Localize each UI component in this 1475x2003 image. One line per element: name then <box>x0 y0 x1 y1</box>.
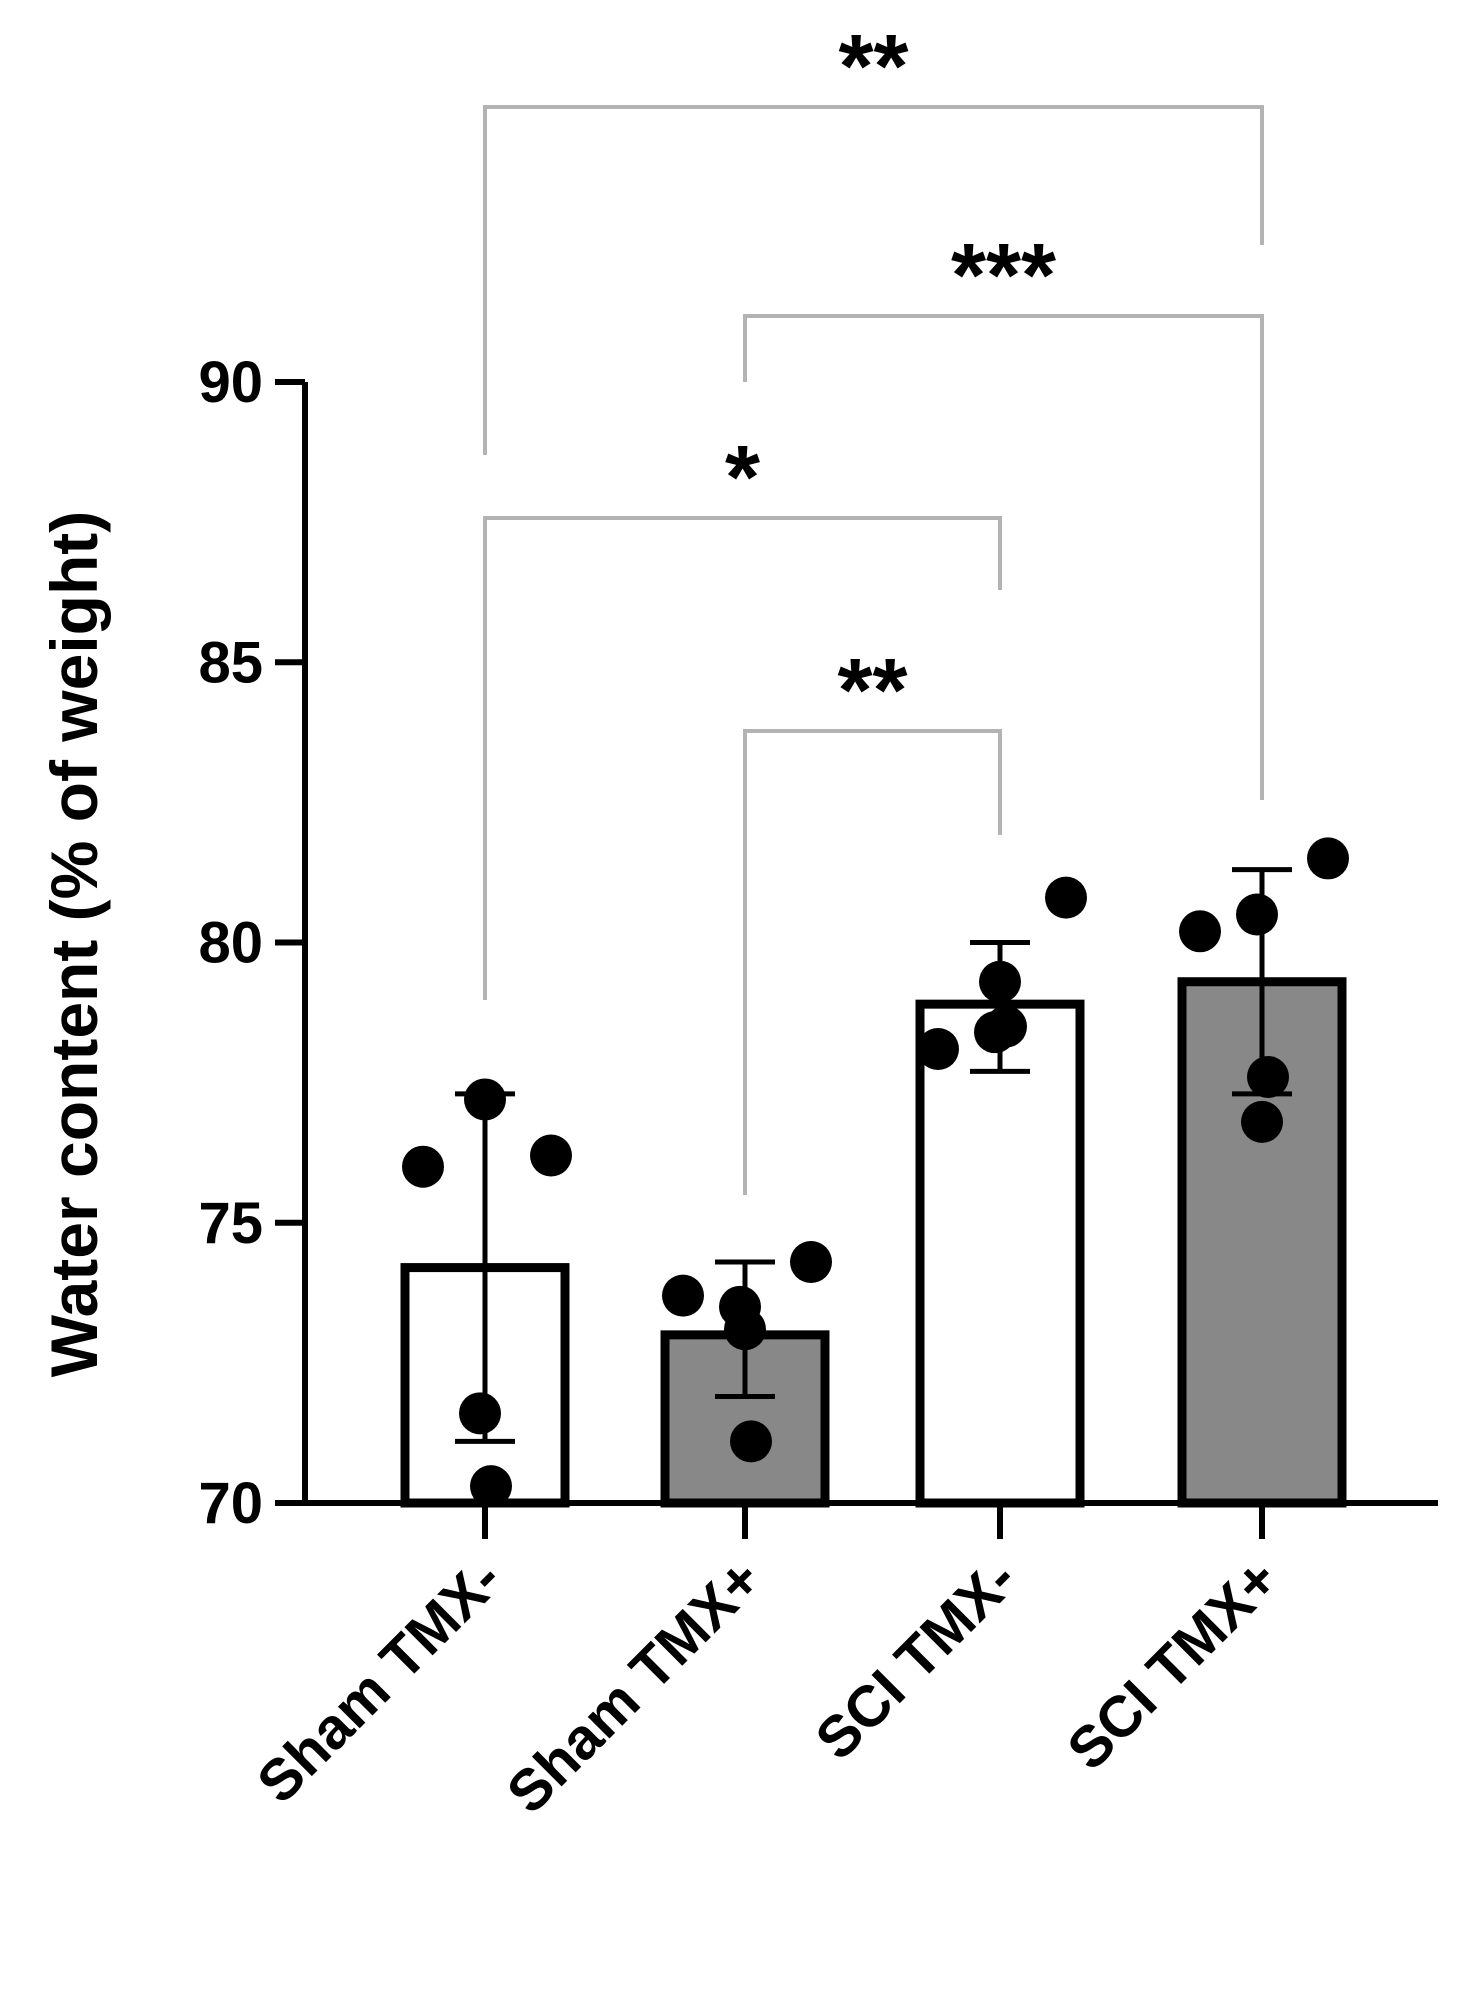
bar-2 <box>915 999 1085 1508</box>
data-point-1-3 <box>719 1285 761 1328</box>
x-tick-label-2: SCI TMX- <box>803 1546 1029 1772</box>
y-tick-label-1: 75 <box>198 1191 263 1256</box>
data-point-1-0 <box>662 1274 704 1317</box>
significance-brackets: ******** <box>483 17 1264 1195</box>
data-point-1-2 <box>790 1240 832 1283</box>
significance-bracket-0 <box>483 105 1264 455</box>
significance-label-1: *** <box>951 226 1056 326</box>
x-tick-label-0: Sham TMX- <box>245 1546 514 1815</box>
data-point-2-1 <box>979 960 1021 1003</box>
y-tick-label-4: 90 <box>198 350 263 415</box>
error-bars <box>455 867 1292 1444</box>
data-point-0-2 <box>530 1134 572 1177</box>
data-point-1-4 <box>730 1420 772 1463</box>
data-point-2-2 <box>1045 876 1087 919</box>
significance-bracket-3 <box>743 729 1002 1195</box>
data-point-3-4 <box>1247 1056 1289 1099</box>
x-tick-label-3: SCI TMX+ <box>1055 1546 1291 1782</box>
significance-label-0: ** <box>838 17 908 117</box>
data-point-0-3 <box>459 1392 501 1435</box>
data-point-0-0 <box>402 1145 444 1188</box>
data-point-3-2 <box>1307 837 1349 880</box>
significance-bracket-1 <box>743 314 1264 800</box>
data-point-0-4 <box>470 1465 512 1508</box>
x-tick-label-1: Sham TMX+ <box>495 1546 775 1826</box>
data-points <box>402 837 1349 1508</box>
data-point-0-1 <box>464 1078 506 1121</box>
y-tick-label-0: 70 <box>198 1471 263 1536</box>
y-tick-label-2: 80 <box>198 911 263 976</box>
bars <box>400 977 1347 1508</box>
y-axis-label: Water content (% of weight) <box>37 511 111 1378</box>
significance-label-2: * <box>725 428 760 528</box>
data-point-2-4 <box>985 1005 1027 1048</box>
significance-label-3: ** <box>837 641 907 741</box>
significance-bracket-2 <box>483 516 1002 1000</box>
data-point-3-0 <box>1179 910 1221 953</box>
axis-labels: Water content (% of weight) <box>37 511 111 1378</box>
data-point-2-0 <box>917 1027 959 1070</box>
data-point-3-1 <box>1241 1100 1283 1143</box>
y-tick-label-3: 85 <box>198 630 263 695</box>
data-point-3-3 <box>1236 893 1278 936</box>
